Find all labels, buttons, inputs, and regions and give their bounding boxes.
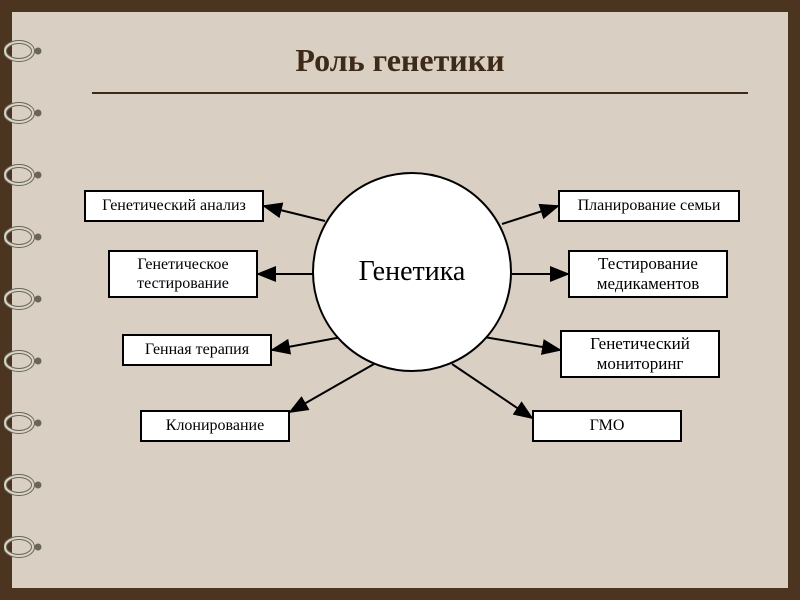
- node-medtest: Тестированиемедикаментов: [568, 250, 728, 298]
- center-node-label: Генетика: [359, 256, 466, 288]
- arrow-gmo: [452, 364, 532, 418]
- node-monitoring-label: Генетическиймониторинг: [590, 334, 690, 375]
- binding-ring-icon: [4, 474, 46, 496]
- binding-ring-icon: [4, 226, 46, 248]
- node-testing-label: Генетическоетестирование: [137, 255, 229, 293]
- arrow-monitoring: [484, 337, 560, 350]
- arrow-cloning: [290, 364, 374, 412]
- arrow-therapy: [272, 337, 342, 350]
- binding-ring-icon: [4, 288, 46, 310]
- binding-ring-icon: [4, 412, 46, 434]
- node-cloning: Клонирование: [140, 410, 290, 442]
- arrow-family: [502, 206, 558, 224]
- arrow-analysis: [264, 206, 325, 221]
- node-gmo: ГМО: [532, 410, 682, 442]
- node-cloning-label: Клонирование: [166, 416, 264, 435]
- node-testing: Генетическоетестирование: [108, 250, 258, 298]
- node-analysis: Генетический анализ: [84, 190, 264, 222]
- node-monitoring: Генетическиймониторинг: [560, 330, 720, 378]
- title-underline: [92, 92, 748, 94]
- binding-ring-icon: [4, 40, 46, 62]
- slide-title: Роль генетики: [295, 42, 504, 79]
- node-gmo-label: ГМО: [590, 416, 625, 435]
- node-family: Планирование семьи: [558, 190, 740, 222]
- binding-ring-icon: [4, 102, 46, 124]
- diagram-area: Генетика Генетический анализ Генетическое…: [12, 112, 788, 582]
- binding-ring-icon: [4, 350, 46, 372]
- node-analysis-label: Генетический анализ: [102, 196, 246, 215]
- center-node: Генетика: [312, 172, 512, 372]
- node-therapy: Генная терапия: [122, 334, 272, 366]
- node-therapy-label: Генная терапия: [145, 340, 249, 359]
- slide-inner-panel: Роль генетики Генетика Генетический анал…: [12, 12, 788, 588]
- slide-outer-frame: Роль генетики Генетика Генетический анал…: [0, 0, 800, 600]
- binding-ring-icon: [4, 164, 46, 186]
- binding-ring-icon: [4, 536, 46, 558]
- spiral-binding: [4, 12, 54, 588]
- node-family-label: Планирование семьи: [578, 196, 721, 215]
- node-medtest-label: Тестированиемедикаментов: [597, 254, 700, 295]
